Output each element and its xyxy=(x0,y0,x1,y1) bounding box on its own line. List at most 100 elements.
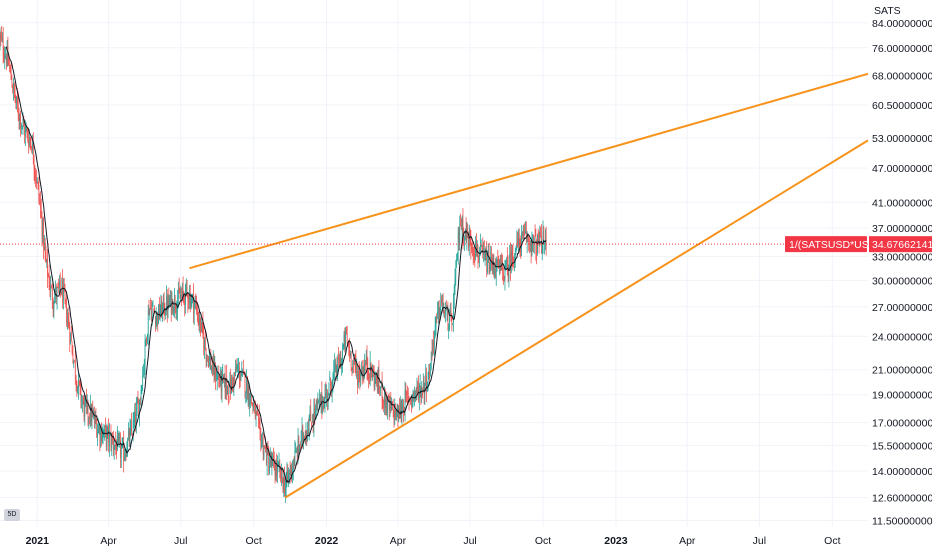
candle-body xyxy=(501,259,503,264)
candle-body xyxy=(56,287,58,299)
candle-body xyxy=(366,355,368,371)
candle-body xyxy=(472,252,474,254)
candle-body xyxy=(545,235,546,242)
candle-body xyxy=(17,102,19,116)
candle-body xyxy=(231,377,233,382)
candle-body xyxy=(316,401,318,406)
candle-body xyxy=(242,370,243,372)
candle-body xyxy=(389,400,391,410)
candle-body xyxy=(449,312,451,316)
candle-body xyxy=(23,119,25,127)
candle-body xyxy=(154,313,155,315)
candle-body xyxy=(63,285,65,291)
candle-body xyxy=(433,341,434,345)
candle-body xyxy=(356,368,358,370)
candle-body xyxy=(166,295,167,312)
candle-body xyxy=(175,305,177,310)
candle-body xyxy=(440,301,442,313)
candle-body xyxy=(306,431,308,436)
candle-body xyxy=(235,368,237,372)
candle-body xyxy=(36,180,38,183)
candle-body xyxy=(145,340,147,341)
candle-body xyxy=(481,247,483,249)
candle-body xyxy=(97,427,99,434)
candle-body xyxy=(207,355,209,357)
candle-body xyxy=(384,387,385,406)
candle-body xyxy=(187,294,189,303)
y-axis[interactable]: 84.00000000 76.00000000 68.00000000 60.5000… xyxy=(872,18,932,528)
candle-body xyxy=(228,395,230,397)
candle-body xyxy=(253,405,255,411)
candle-body xyxy=(247,388,249,403)
candle-body xyxy=(15,96,17,104)
candle-body xyxy=(367,367,369,372)
candle-body xyxy=(101,427,102,442)
candle-body xyxy=(152,306,154,307)
candle-body xyxy=(463,236,465,243)
candle-body xyxy=(94,415,96,421)
candle-body xyxy=(390,400,392,410)
candle-body xyxy=(190,300,192,305)
candle-body xyxy=(387,397,388,411)
candle-body xyxy=(26,129,28,131)
scale-badge[interactable]: 5D xyxy=(4,509,20,521)
candle-body xyxy=(156,312,158,319)
candle-body xyxy=(483,252,484,254)
x-axis[interactable]: 2021 Apr Jul Oct 2022 Apr Jul Oct 2023 Apr Jul Oct xyxy=(26,535,841,547)
candle-body xyxy=(526,235,528,245)
candle-body xyxy=(106,429,108,447)
candle-body xyxy=(263,449,265,457)
candle-body xyxy=(127,438,128,450)
candle-body xyxy=(90,405,91,424)
candle-body xyxy=(109,433,111,435)
candle-body xyxy=(109,433,110,446)
candle-body xyxy=(180,296,182,300)
candle-body xyxy=(114,444,116,447)
candle-body xyxy=(102,430,104,439)
trendline-lower[interactable] xyxy=(284,139,869,499)
candle-body xyxy=(517,238,518,248)
trendline-upper[interactable] xyxy=(189,72,869,270)
x-tick-label: Apr xyxy=(390,535,407,547)
candle-body xyxy=(300,443,301,445)
candle-body xyxy=(201,322,203,324)
candle-body xyxy=(338,357,340,369)
candle-body xyxy=(411,394,413,405)
candle-body xyxy=(246,379,247,394)
trendlines[interactable] xyxy=(189,72,869,499)
candle-body xyxy=(455,264,457,275)
y-tick-label: 76.00000000 xyxy=(872,43,932,55)
candle-body xyxy=(429,370,430,375)
candle-body xyxy=(174,295,175,312)
candle-body xyxy=(311,421,313,423)
candle-body xyxy=(491,257,492,265)
candle-body xyxy=(344,333,346,347)
candle-body xyxy=(286,470,288,480)
y-tick-label: 41.00000000 xyxy=(872,197,932,209)
candle-body xyxy=(255,412,257,417)
candle-body xyxy=(162,297,164,306)
candle-body xyxy=(240,376,242,381)
candle-body xyxy=(126,451,128,457)
candle-body xyxy=(386,399,388,412)
candle-body xyxy=(293,462,295,466)
candle-body xyxy=(262,438,263,443)
candle-body xyxy=(271,458,273,468)
candle-body xyxy=(412,392,414,397)
candle-body xyxy=(101,436,103,440)
candle-body xyxy=(185,284,187,287)
candle-body xyxy=(244,372,246,393)
candle-body xyxy=(50,284,52,292)
candle-body xyxy=(530,243,532,254)
candle-body xyxy=(59,280,61,290)
candle-body xyxy=(260,429,262,447)
candle-body xyxy=(272,458,274,460)
candle-body xyxy=(93,417,95,423)
candle-body xyxy=(197,318,199,320)
candle-body xyxy=(317,399,319,405)
candle-body xyxy=(519,240,521,248)
candle-body xyxy=(87,401,89,417)
candle-body xyxy=(485,253,487,256)
